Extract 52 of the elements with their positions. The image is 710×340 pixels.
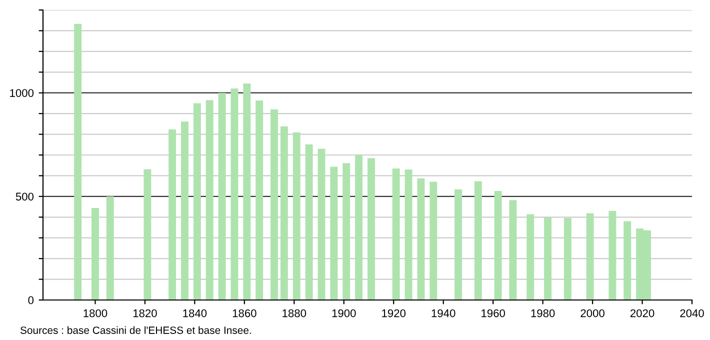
bar xyxy=(494,191,502,300)
bar xyxy=(564,218,572,300)
bar xyxy=(181,121,188,300)
bar xyxy=(624,221,632,300)
bar xyxy=(193,103,201,300)
bar xyxy=(474,181,482,300)
bar xyxy=(243,84,251,300)
bar xyxy=(342,163,350,300)
bar xyxy=(91,208,99,300)
bar xyxy=(368,158,375,300)
y-tick-label: 500 xyxy=(16,192,34,201)
bar xyxy=(106,196,114,300)
bar xyxy=(430,182,438,300)
bar xyxy=(608,210,616,300)
bar xyxy=(454,189,462,300)
bar xyxy=(74,24,82,300)
bar xyxy=(144,169,152,300)
bar xyxy=(586,213,594,300)
bar xyxy=(392,168,400,300)
x-tick-label: 1820 xyxy=(133,309,157,318)
bar xyxy=(355,155,363,300)
y-tick-label: 0 xyxy=(28,296,34,304)
bar xyxy=(292,132,300,300)
bar xyxy=(206,100,214,300)
bar xyxy=(330,166,338,300)
x-tick-label: 2040 xyxy=(680,309,704,318)
bar xyxy=(404,170,412,300)
x-tick-label: 1840 xyxy=(183,309,207,318)
x-tick-label: 1980 xyxy=(531,309,555,318)
bar xyxy=(168,129,176,300)
y-tick-label: 1000 xyxy=(10,89,34,97)
bar xyxy=(270,109,278,300)
bar xyxy=(544,218,552,300)
x-tick-label: 1800 xyxy=(84,309,108,318)
source-note: Sources : base Cassini de l'EHESS et base Insee. xyxy=(20,326,251,334)
x-tick-label: 1920 xyxy=(382,309,406,318)
bar xyxy=(509,200,517,300)
bar xyxy=(318,148,326,300)
bar xyxy=(280,126,288,300)
bar xyxy=(218,92,226,300)
x-tick-label: 1940 xyxy=(432,309,456,318)
bar xyxy=(526,214,534,300)
x-tick-label: 1880 xyxy=(282,309,306,318)
bar xyxy=(417,178,425,300)
x-tick-label: 2020 xyxy=(630,309,654,318)
x-tick-label: 1900 xyxy=(332,309,356,318)
x-tick-label: 1960 xyxy=(482,309,505,318)
bar xyxy=(256,100,264,300)
x-tick-label: 1860 xyxy=(232,309,256,318)
bar xyxy=(230,88,238,300)
bar xyxy=(305,144,313,300)
x-tick-label: 2000 xyxy=(580,309,604,318)
